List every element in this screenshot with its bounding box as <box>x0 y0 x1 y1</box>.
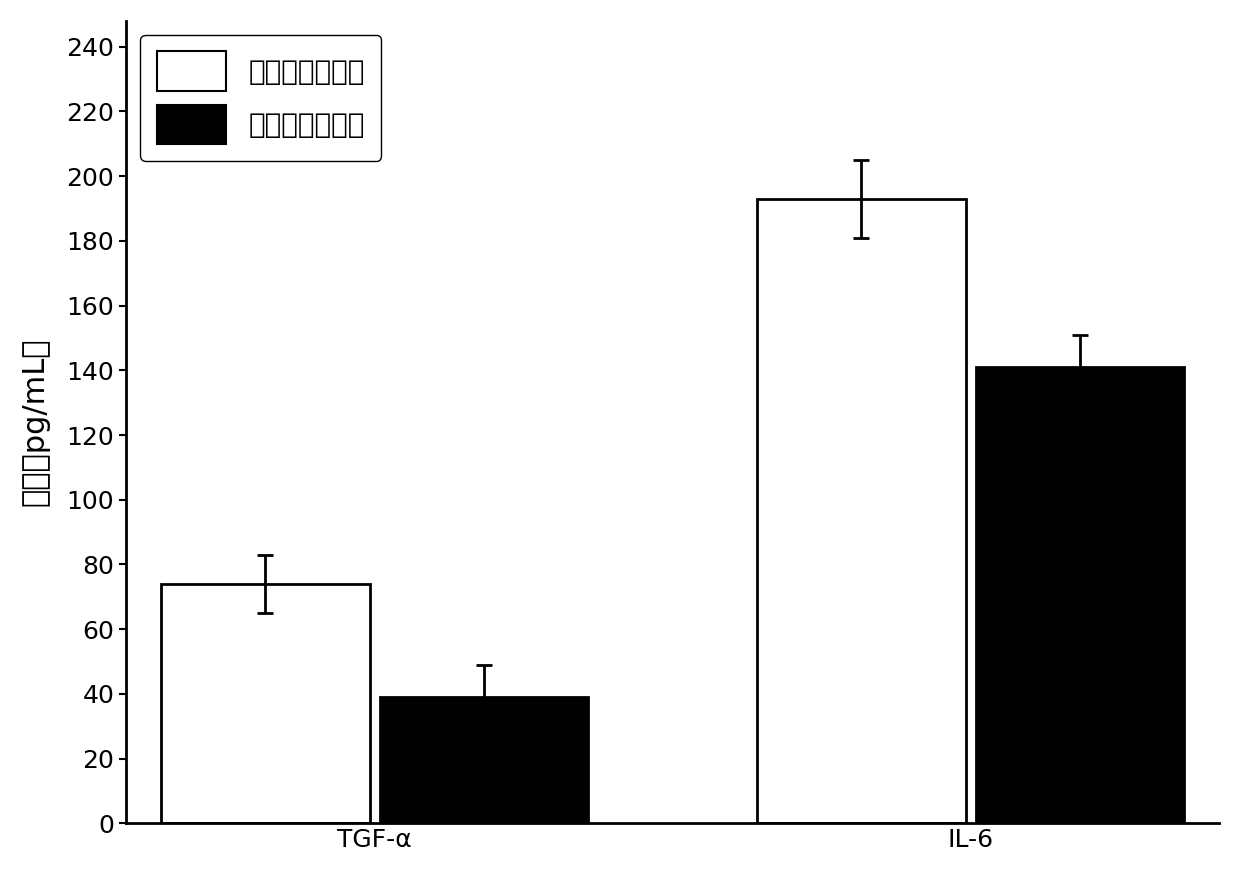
Bar <box>976 367 1184 823</box>
Y-axis label: 浓度（pg/mL）: 浓度（pg/mL） <box>21 338 50 506</box>
Bar <box>758 199 966 823</box>
Bar <box>379 698 588 823</box>
Legend: 抗炎处理前髓核, 抗炎处理后髓核: 抗炎处理前髓核, 抗炎处理后髓核 <box>140 35 382 161</box>
Bar <box>161 584 370 823</box>
